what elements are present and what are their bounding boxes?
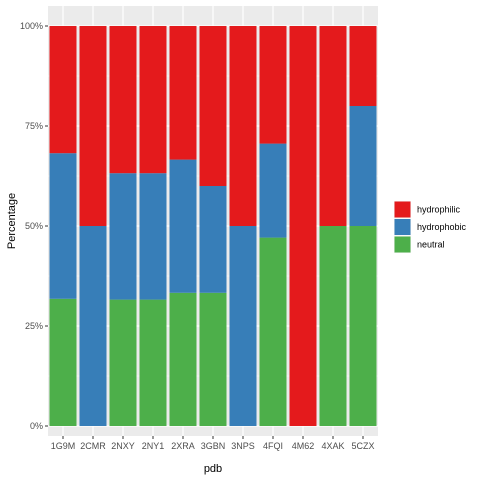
x-tick-label-4m62: 4M62 (292, 441, 315, 451)
y-tick-label: 0% (30, 421, 43, 431)
y-tick-label: 100% (20, 21, 43, 31)
x-tick-label-1g9m: 1G9M (51, 441, 76, 451)
bar-segment-neutral-3gbn (199, 292, 227, 426)
x-tick-label-4xak: 4XAK (321, 441, 344, 451)
bar-segment-neutral-1g9m (49, 298, 77, 426)
legend-swatch-neutral (394, 236, 411, 253)
bar-segment-neutral-4xak (319, 226, 347, 426)
bar-segment-hydrophilic-3gbn (199, 26, 227, 186)
y-axis-title: Percentage (6, 193, 18, 249)
x-tick-label-5czx: 5CZX (351, 441, 374, 451)
bar-segment-hydrophilic-2ny1 (139, 26, 167, 174)
legend: hydrophilic hydrophobic neutral (394, 201, 467, 253)
bar-segment-neutral-4fqi (259, 237, 287, 426)
legend-label-hydrophobic: hydrophobic (417, 222, 467, 232)
bar-segment-hydrophobic-2cmr (79, 226, 107, 426)
bar-segment-hydrophobic-4fqi (259, 143, 287, 238)
bar-segment-hydrophilic-2nxy (109, 26, 137, 174)
bar-segment-hydrophilic-3nps (229, 26, 257, 226)
x-axis: 1G9M 2CMR 2NXY 2NY1 2XRA 3GBN 3NPS 4FQI 4M62 4XAK… (51, 436, 375, 451)
x-tick-label-3nps: 3NPS (231, 441, 255, 451)
x-tick-label-2xra: 2XRA (171, 441, 195, 451)
bar-segment-hydrophilic-2cmr (79, 26, 107, 226)
bar-segment-hydrophobic-2xra (169, 159, 197, 293)
bar-segment-hydrophilic-4xak (319, 26, 347, 226)
bar-segment-hydrophobic-3nps (229, 226, 257, 426)
y-tick-label: 50% (25, 221, 43, 231)
x-tick-label-2cmr: 2CMR (80, 441, 106, 451)
bar-segment-hydrophilic-1g9m (49, 26, 77, 154)
x-axis-title: pdb (204, 463, 222, 475)
bar-segment-hydrophobic-1g9m (49, 153, 77, 299)
bar-segment-hydrophilic-4fqi (259, 26, 287, 144)
bar-segment-neutral-2nxy (109, 299, 137, 426)
legend-label-hydrophilic: hydrophilic (417, 205, 461, 215)
x-tick-label-4fqi: 4FQI (263, 441, 283, 451)
bar-segment-hydrophobic-5czx (349, 106, 377, 226)
legend-swatch-hydrophilic (394, 201, 411, 218)
bar-segment-hydrophobic-2nxy (109, 173, 137, 300)
bar-segment-hydrophobic-2ny1 (139, 173, 167, 300)
legend-swatch-hydrophobic (394, 219, 411, 235)
bar-segment-hydrophilic-5czx (349, 26, 377, 106)
bar-segment-neutral-2ny1 (139, 299, 167, 426)
x-tick-label-2ny1: 2NY1 (142, 441, 165, 451)
legend-label-neutral: neutral (417, 240, 445, 250)
bar-segment-neutral-2xra (169, 292, 197, 426)
y-tick-label: 25% (25, 321, 43, 331)
bar-segment-hydrophilic-4m62 (289, 26, 317, 426)
x-tick-label-3gbn: 3GBN (201, 441, 226, 451)
bar-segment-neutral-5czx (349, 226, 377, 426)
bars (49, 26, 377, 426)
y-axis: 0% 25% 50% 75% 100% (20, 21, 48, 431)
bar-segment-hydrophilic-2xra (169, 26, 197, 160)
y-tick-label: 75% (25, 121, 43, 131)
bar-segment-hydrophobic-3gbn (199, 186, 227, 293)
x-tick-label-2nxy: 2NXY (111, 441, 135, 451)
